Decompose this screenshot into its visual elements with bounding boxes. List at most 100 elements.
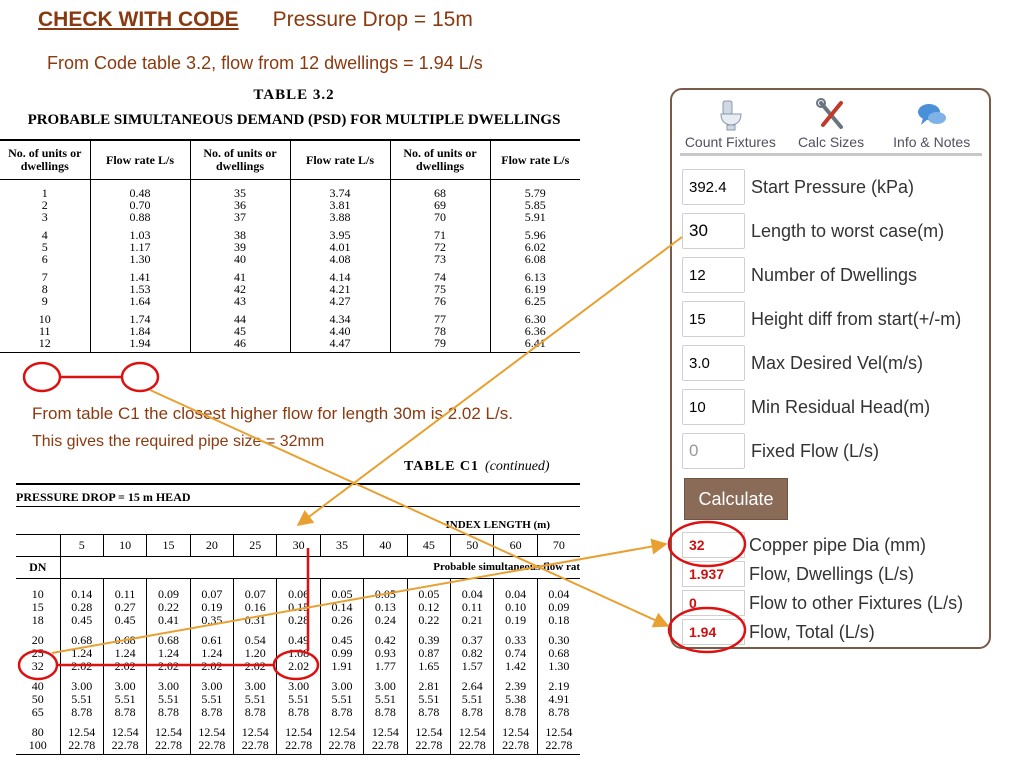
table-cell: 8 [41, 282, 48, 296]
table-cell: 0.22 [406, 614, 451, 627]
table-cell: 3.00 [146, 673, 191, 693]
table-cell: 3.00 [233, 673, 277, 693]
tab-calc-sizes[interactable]: Calc Sizes [781, 98, 882, 153]
table-cell: 5.51 [146, 693, 191, 706]
table-cell: 71 [389, 223, 490, 241]
table-3-2-title: TABLE 3.2 [253, 87, 335, 103]
length-header: 30 [276, 534, 321, 557]
table-row: 4 1.03 38 3.95 71 5.96 [0, 223, 580, 241]
table-cell: 1.74 [89, 307, 190, 325]
table-cell: 5.51 [363, 693, 408, 706]
table-cell: 22.78 [450, 739, 494, 755]
table-cell: 0.42 [363, 627, 408, 647]
min-residual-input[interactable]: 10 [682, 389, 745, 425]
table-cell: 0.11 [102, 578, 147, 601]
calculator-tabs: Count Fixtures Calc Sizes Info & Notes [680, 98, 982, 156]
table-3-2-header-row: No. of units or dwellings Flow rate L/s … [0, 139, 580, 180]
pipe-dia-row: 32 Copper pipe Dia (mm) [682, 531, 926, 559]
height-diff-input[interactable]: 15 [682, 301, 745, 337]
note-pipe-size: This gives the required pipe size = 32mm [32, 433, 325, 450]
table-c1-title: TABLE C1 (continued) [404, 459, 550, 475]
code-table-subtitle: From Code table 3.2, flow from 12 dwelli… [47, 53, 483, 73]
table-cell [16, 534, 60, 557]
table-header: No. of units or dwellings [389, 139, 490, 180]
table-cell: 0.41 [146, 614, 191, 627]
tab-label: Count Fixtures [684, 134, 776, 150]
table-row: 65 8.78 8.78 8.78 8.78 8.78 8.78 8.78 8.78 8.78 8.… [16, 706, 580, 719]
table-cell: 8.78 [319, 706, 364, 719]
table-cell: 4.34 [289, 307, 390, 325]
table-cell: 38 [189, 223, 290, 241]
table-row: 10 0.14 0.11 0.09 0.07 0.07 0.06 0.05 0.05 0.05 0.… [16, 578, 580, 601]
table-3-2-body: 1 0.48 35 3.74 68 5.79 2 0.70 36 3.81 69 5.85 3 0.88 3… [0, 179, 580, 353]
fixed-flow-input[interactable]: 0 [682, 433, 745, 469]
table-cell: 2.64 [450, 673, 494, 693]
circle-1-94-flow [120, 361, 160, 393]
calculate-button[interactable]: Calculate [684, 478, 788, 520]
length-header: 40 [363, 534, 408, 557]
table-cell: 0.68 [59, 627, 104, 647]
table-cell: 5.79 [489, 179, 580, 199]
index-length-label: INDEX LENGTH (m) [445, 519, 550, 531]
table-cell: 22.78 [319, 739, 364, 755]
psd-label: Probable simultaneous flow rat [59, 556, 580, 579]
height-diff-label: Height diff from start(+/-m) [751, 308, 962, 329]
table-cell: 2.02 [189, 660, 234, 673]
table-row: 7 1.41 41 4.14 74 6.13 [0, 265, 580, 283]
table-cell: 2.02 [102, 660, 147, 673]
height-diff-row: 15 Height diff from start(+/-m) [682, 300, 961, 338]
table-cell: 11 [38, 324, 51, 338]
table-cell: 3.00 [319, 673, 364, 693]
dwellings-input[interactable]: 12 [682, 257, 745, 293]
table-cell: 42 [189, 283, 290, 295]
table-cell: 1.64 [89, 295, 190, 307]
length-header: 35 [319, 534, 364, 557]
table-cell: 79 [389, 337, 490, 353]
table-cell: 0.14 [59, 578, 104, 601]
table-c1-index-row: INDEX LENGTH (m) [16, 507, 580, 535]
table-cell: 5.51 [59, 693, 104, 706]
tab-info-notes[interactable]: Info & Notes [881, 98, 982, 153]
table-cell: 37 [189, 211, 290, 223]
table-row: 8 1.53 42 4.21 75 6.19 [0, 283, 580, 295]
table-cell: 1.30 [89, 253, 190, 265]
tab-count-fixtures[interactable]: Count Fixtures [680, 98, 781, 153]
table-cell: 5.51 [189, 693, 234, 706]
table-cell: 8.78 [276, 706, 321, 719]
table-cell: 4 [41, 228, 48, 242]
table-cell: 12.54 [233, 719, 277, 739]
dn-cell: 10 [31, 587, 44, 601]
table-header: No. of units or dwellings [189, 139, 290, 180]
table-cell: 2.81 [406, 673, 451, 693]
table-c1-length-row: 5 10 15 20 25 30 35 40 45 50 60 70 [16, 534, 580, 557]
check-with-code-heading: CHECK WITH CODE [38, 8, 239, 31]
table-c1-pressure-row: PRESSURE DROP = 15 m HEAD [16, 483, 580, 507]
table-cell: 0.31 [233, 614, 277, 627]
table-cell: 22.78 [233, 739, 277, 755]
start-pressure-input[interactable]: 392.4 [682, 169, 745, 205]
flow-other-label: Flow to other Fixtures (L/s) [749, 592, 964, 613]
table-cell: 12.54 [189, 719, 234, 739]
table-cell: 5.51 [450, 693, 494, 706]
length-header: 50 [450, 534, 494, 557]
table-cell: 6.13 [489, 265, 580, 283]
table-cell: 0.19 [493, 614, 538, 627]
table-cell: 1.84 [89, 325, 190, 337]
table-cell: 5.91 [489, 211, 580, 223]
dn-cell: 80 [31, 725, 44, 739]
table-header: Flow rate L/s [89, 139, 190, 180]
max-velocity-input[interactable]: 3.0 [682, 345, 745, 381]
table-row: 50 5.51 5.51 5.51 5.51 5.51 5.51 5.51 5.51 5.51 5.… [16, 693, 580, 706]
table-cell: 1.57 [450, 660, 494, 673]
table-cell: 2.02 [59, 660, 104, 673]
table-cell: 5.51 [319, 693, 364, 706]
table-cell: 10 [38, 312, 51, 326]
table-cell: 44 [189, 307, 290, 325]
table-cell: 1.30 [536, 660, 580, 673]
table-cell: 4.27 [289, 295, 390, 307]
table-cell: 22.78 [102, 739, 147, 755]
length-input[interactable]: 30 [682, 213, 745, 249]
table-cell: 68 [389, 179, 490, 199]
table-cell: 0.07 [189, 578, 234, 601]
table-cell: 0.05 [319, 578, 364, 601]
